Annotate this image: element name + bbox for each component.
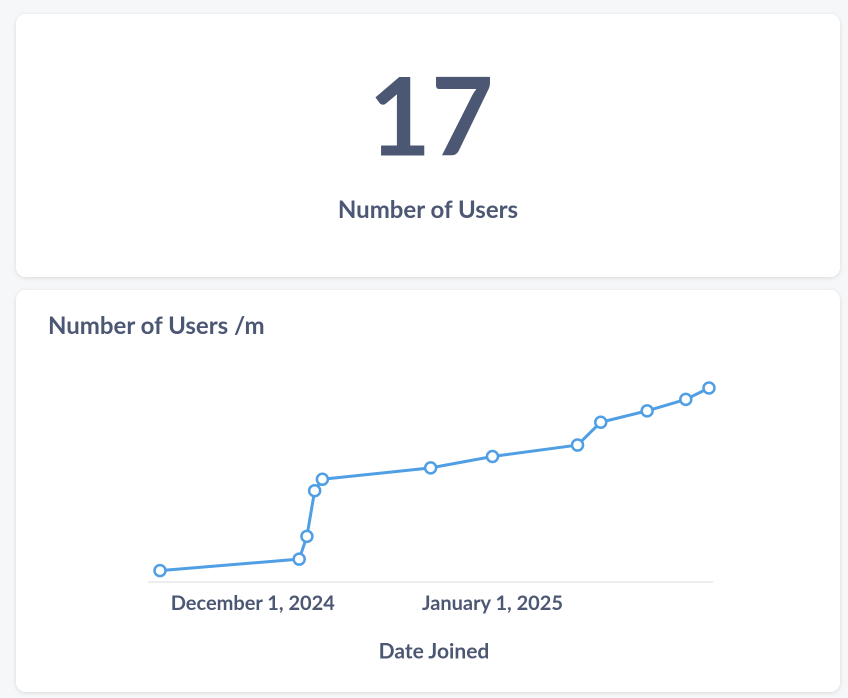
point [300, 529, 314, 544]
x-tick-label: January 1, 2025 [422, 591, 563, 615]
point [679, 392, 693, 407]
point [570, 438, 585, 452]
point [153, 563, 167, 578]
point [640, 404, 654, 418]
point [315, 472, 330, 487]
chart-title[interactable]: Number of Users /m [48, 311, 265, 340]
point [485, 449, 500, 464]
scalar-card[interactable] [16, 14, 840, 277]
point [307, 483, 322, 498]
point [423, 461, 438, 475]
point [702, 381, 716, 395]
chart-card[interactable] [16, 290, 840, 692]
x-axis-label: Date Joined [379, 638, 490, 663]
point [292, 552, 306, 566]
scalar-value: 17 [368, 50, 493, 180]
point [593, 415, 608, 429]
scalar-label: Number of Users [338, 195, 518, 224]
x-tick-label: December 1, 2024 [171, 591, 336, 615]
